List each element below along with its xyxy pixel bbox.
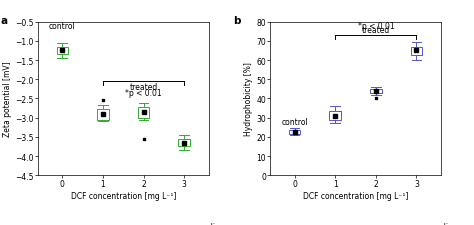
X-axis label: DCF concentration [mg L⁻¹]: DCF concentration [mg L⁻¹]	[303, 191, 408, 200]
X-axis label: DCF concentration [mg L⁻¹]: DCF concentration [mg L⁻¹]	[71, 191, 176, 200]
Text: a: a	[0, 16, 8, 26]
Text: control: control	[281, 118, 308, 127]
Y-axis label: Hydrophobicity [%]: Hydrophobicity [%]	[245, 62, 254, 136]
Text: treated: treated	[129, 83, 158, 92]
Legend: median, 25%-75%, whiskers range, outliers: median, 25%-75%, whiskers range, outlier…	[187, 222, 255, 225]
Bar	[411, 47, 422, 56]
Text: *p < 0.01: *p < 0.01	[357, 22, 394, 31]
Bar	[370, 89, 382, 93]
Y-axis label: Zeta potential [mV]: Zeta potential [mV]	[3, 61, 12, 137]
Text: *p < 0.01: *p < 0.01	[125, 89, 162, 98]
Bar	[329, 111, 341, 120]
Bar	[56, 47, 68, 55]
Legend: median, 25%-75%, whiskers range, outliers: median, 25%-75%, whiskers range, outlier…	[419, 222, 474, 225]
Bar	[97, 110, 109, 120]
Text: b: b	[233, 16, 240, 26]
Bar	[138, 107, 149, 118]
Text: treated: treated	[362, 26, 390, 35]
Bar	[179, 139, 190, 147]
Text: control: control	[49, 22, 76, 31]
Bar	[289, 130, 300, 134]
